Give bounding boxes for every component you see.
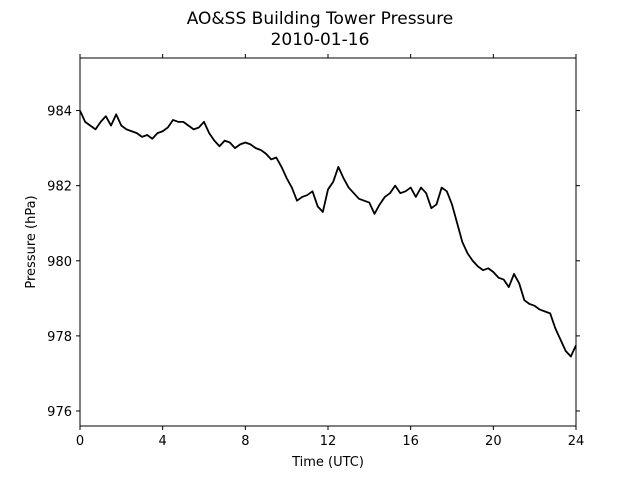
- x-tick-label: 12: [320, 434, 337, 449]
- x-tick-label: 0: [76, 434, 84, 449]
- pressure-series-line: [79, 110, 577, 358]
- x-axis-label: Time (UTC): [291, 455, 364, 470]
- y-tick-label: 978: [47, 330, 72, 345]
- chart-title: AO&SS Building Tower Pressure: [187, 9, 454, 29]
- chart-subtitle: 2010-01-16: [271, 30, 370, 50]
- y-tick-label: 984: [47, 105, 72, 120]
- y-tick-label: 982: [47, 180, 72, 195]
- y-axis: 976 978 980 982 984: [47, 105, 580, 420]
- x-tick-label: 4: [159, 434, 167, 449]
- x-tick-label: 8: [241, 434, 249, 449]
- plot-frame: [79, 57, 577, 427]
- x-tick-label: 20: [485, 434, 502, 449]
- y-tick-label: 980: [47, 255, 72, 270]
- y-axis-label: Pressure (hPa): [24, 195, 39, 288]
- x-tick-label: 16: [402, 434, 419, 449]
- plot-area: 0 4 8 12 16 20 24 976 978 980 982 984: [47, 54, 584, 449]
- y-tick-label: 976: [47, 405, 72, 420]
- x-tick-label: 24: [568, 434, 585, 449]
- x-axis: 0 4 8 12 16 20 24: [76, 54, 584, 449]
